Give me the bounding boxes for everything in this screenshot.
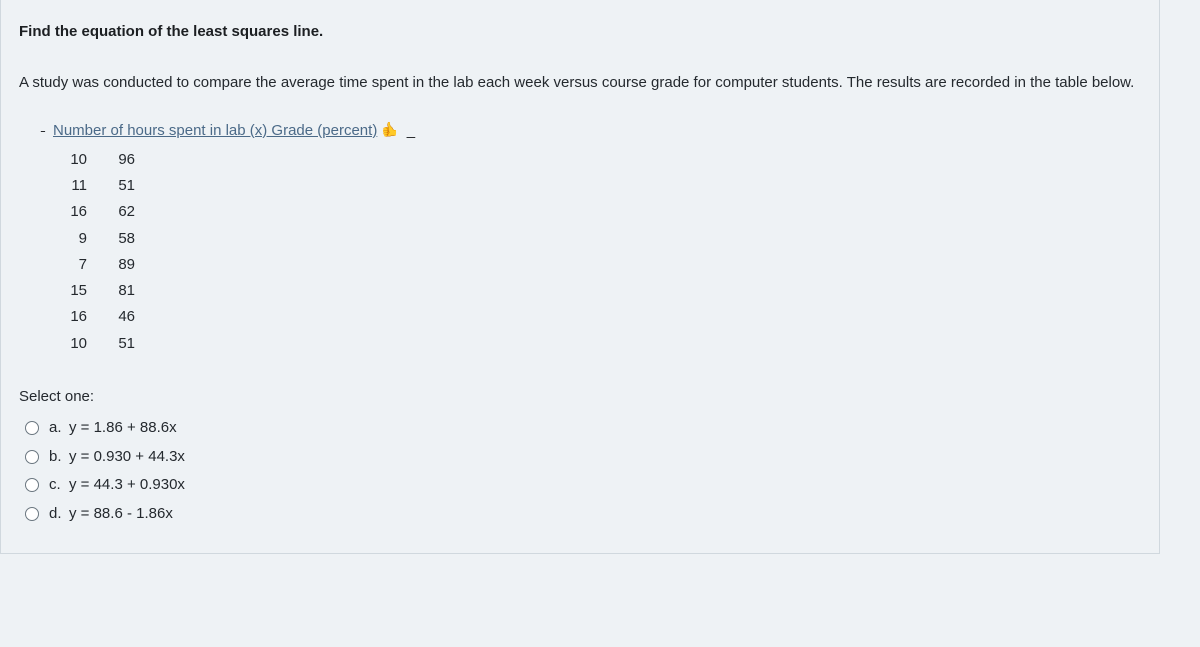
- cell-x: 10: [59, 147, 87, 173]
- cell-x: 15: [59, 278, 87, 304]
- cell-y: 81: [95, 278, 135, 304]
- cell-y: 62: [95, 199, 135, 225]
- option-text: y = 0.930 + 44.3x: [69, 443, 185, 472]
- radio-c[interactable]: [25, 478, 39, 492]
- question-container: Find the equation of the least squares l…: [0, 0, 1160, 554]
- table-header-link[interactable]: Number of hours spent in lab (x) Grade (…: [53, 119, 377, 142]
- option-letter: a.: [49, 414, 69, 443]
- radio-b[interactable]: [25, 450, 39, 464]
- options-list: a. y = 1.86 + 88.6x b. y = 0.930 + 44.3x…: [25, 414, 1141, 528]
- option-c[interactable]: c. y = 44.3 + 0.930x: [25, 471, 1141, 500]
- table-row: 10 51: [59, 331, 1141, 357]
- cell-y: 96: [95, 147, 135, 173]
- cell-x: 7: [59, 252, 87, 278]
- thumb-icon: 👍: [381, 119, 398, 141]
- table-row: 16 46: [59, 304, 1141, 330]
- option-text: y = 1.86 + 88.6x: [69, 414, 177, 443]
- cell-y: 51: [95, 331, 135, 357]
- table-row: 9 58: [59, 226, 1141, 252]
- option-letter: c.: [49, 471, 69, 500]
- option-text: y = 44.3 + 0.930x: [69, 471, 185, 500]
- leading-dash: ˗: [33, 119, 53, 141]
- table-row: 11 51: [59, 173, 1141, 199]
- data-header-row: ˗ Number of hours spent in lab (x) Grade…: [33, 119, 1141, 142]
- data-rows: 10 96 11 51 16 62 9 58 7 89 15 81: [59, 147, 1141, 357]
- table-row: 16 62: [59, 199, 1141, 225]
- data-section: ˗ Number of hours spent in lab (x) Grade…: [33, 119, 1141, 357]
- table-row: 10 96: [59, 147, 1141, 173]
- option-d[interactable]: d. y = 88.6 - 1.86x: [25, 500, 1141, 529]
- table-row: 15 81: [59, 278, 1141, 304]
- question-title: Find the equation of the least squares l…: [19, 20, 1141, 43]
- option-letter: d.: [49, 500, 69, 529]
- cell-x: 16: [59, 304, 87, 330]
- trailing-dash: _: [407, 119, 415, 142]
- cell-y: 89: [95, 252, 135, 278]
- option-b[interactable]: b. y = 0.930 + 44.3x: [25, 443, 1141, 472]
- option-a[interactable]: a. y = 1.86 + 88.6x: [25, 414, 1141, 443]
- cell-x: 11: [59, 173, 87, 199]
- cell-y: 51: [95, 173, 135, 199]
- cell-x: 16: [59, 199, 87, 225]
- radio-d[interactable]: [25, 507, 39, 521]
- table-row: 7 89: [59, 252, 1141, 278]
- cell-x: 10: [59, 331, 87, 357]
- cell-x: 9: [59, 226, 87, 252]
- cell-y: 58: [95, 226, 135, 252]
- option-text: y = 88.6 - 1.86x: [69, 500, 173, 529]
- cell-y: 46: [95, 304, 135, 330]
- radio-a[interactable]: [25, 421, 39, 435]
- select-one-label: Select one:: [19, 385, 1141, 408]
- option-letter: b.: [49, 443, 69, 472]
- question-description: A study was conducted to compare the ave…: [19, 71, 1141, 94]
